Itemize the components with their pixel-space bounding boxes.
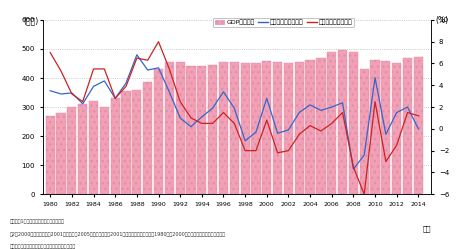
Bar bbox=[186, 66, 196, 194]
Bar bbox=[89, 101, 98, 194]
Bar bbox=[175, 62, 185, 194]
Bar bbox=[360, 69, 369, 194]
Bar bbox=[46, 116, 55, 194]
Bar bbox=[392, 62, 401, 194]
Legend: GDP（実質）, 実質成長率（右軸）, 名目成長率（右軸）: GDP（実質）, 実質成長率（右軸）, 名目成長率（右軸） bbox=[213, 18, 354, 27]
Bar bbox=[305, 60, 315, 194]
Bar bbox=[240, 63, 250, 194]
Text: （注）　1　実質（連鎖方式）による値。: （注） 1 実質（連鎖方式）による値。 bbox=[9, 219, 64, 224]
Bar bbox=[165, 62, 174, 194]
Bar bbox=[381, 61, 391, 194]
Bar bbox=[262, 61, 272, 194]
Bar bbox=[327, 52, 337, 194]
Bar bbox=[143, 82, 152, 194]
Bar bbox=[284, 63, 293, 194]
Bar bbox=[349, 53, 358, 194]
Bar bbox=[154, 69, 163, 194]
Text: 資料）内閣府『国民経済計算』より国土交通省作成: 資料）内閣府『国民経済計算』より国土交通省作成 bbox=[9, 244, 76, 249]
Bar bbox=[121, 91, 131, 194]
Y-axis label: (兆円): (兆円) bbox=[24, 16, 39, 25]
Bar bbox=[295, 62, 304, 194]
Bar bbox=[132, 90, 141, 194]
Text: 年度: 年度 bbox=[423, 226, 431, 232]
Y-axis label: (%): (%) bbox=[435, 16, 448, 25]
Bar bbox=[371, 60, 380, 194]
Bar bbox=[56, 113, 66, 194]
Bar bbox=[316, 58, 326, 194]
Text: 2　2000年基準における2001年の数値と2005年基準における2001年の数値の比率により、1980年～2000年までの数値を調整している。: 2 2000年基準における2001年の数値と2005年基準における2001年の数… bbox=[9, 232, 226, 237]
Bar bbox=[208, 65, 217, 194]
Bar bbox=[67, 107, 76, 194]
Bar bbox=[219, 62, 228, 194]
Bar bbox=[403, 58, 412, 194]
Bar bbox=[197, 66, 206, 194]
Bar bbox=[78, 104, 87, 194]
Bar bbox=[230, 62, 239, 194]
Bar bbox=[100, 107, 109, 194]
Bar bbox=[338, 50, 347, 194]
Bar bbox=[251, 63, 261, 194]
Bar bbox=[110, 98, 120, 194]
Bar bbox=[414, 57, 423, 194]
Bar bbox=[273, 62, 282, 194]
